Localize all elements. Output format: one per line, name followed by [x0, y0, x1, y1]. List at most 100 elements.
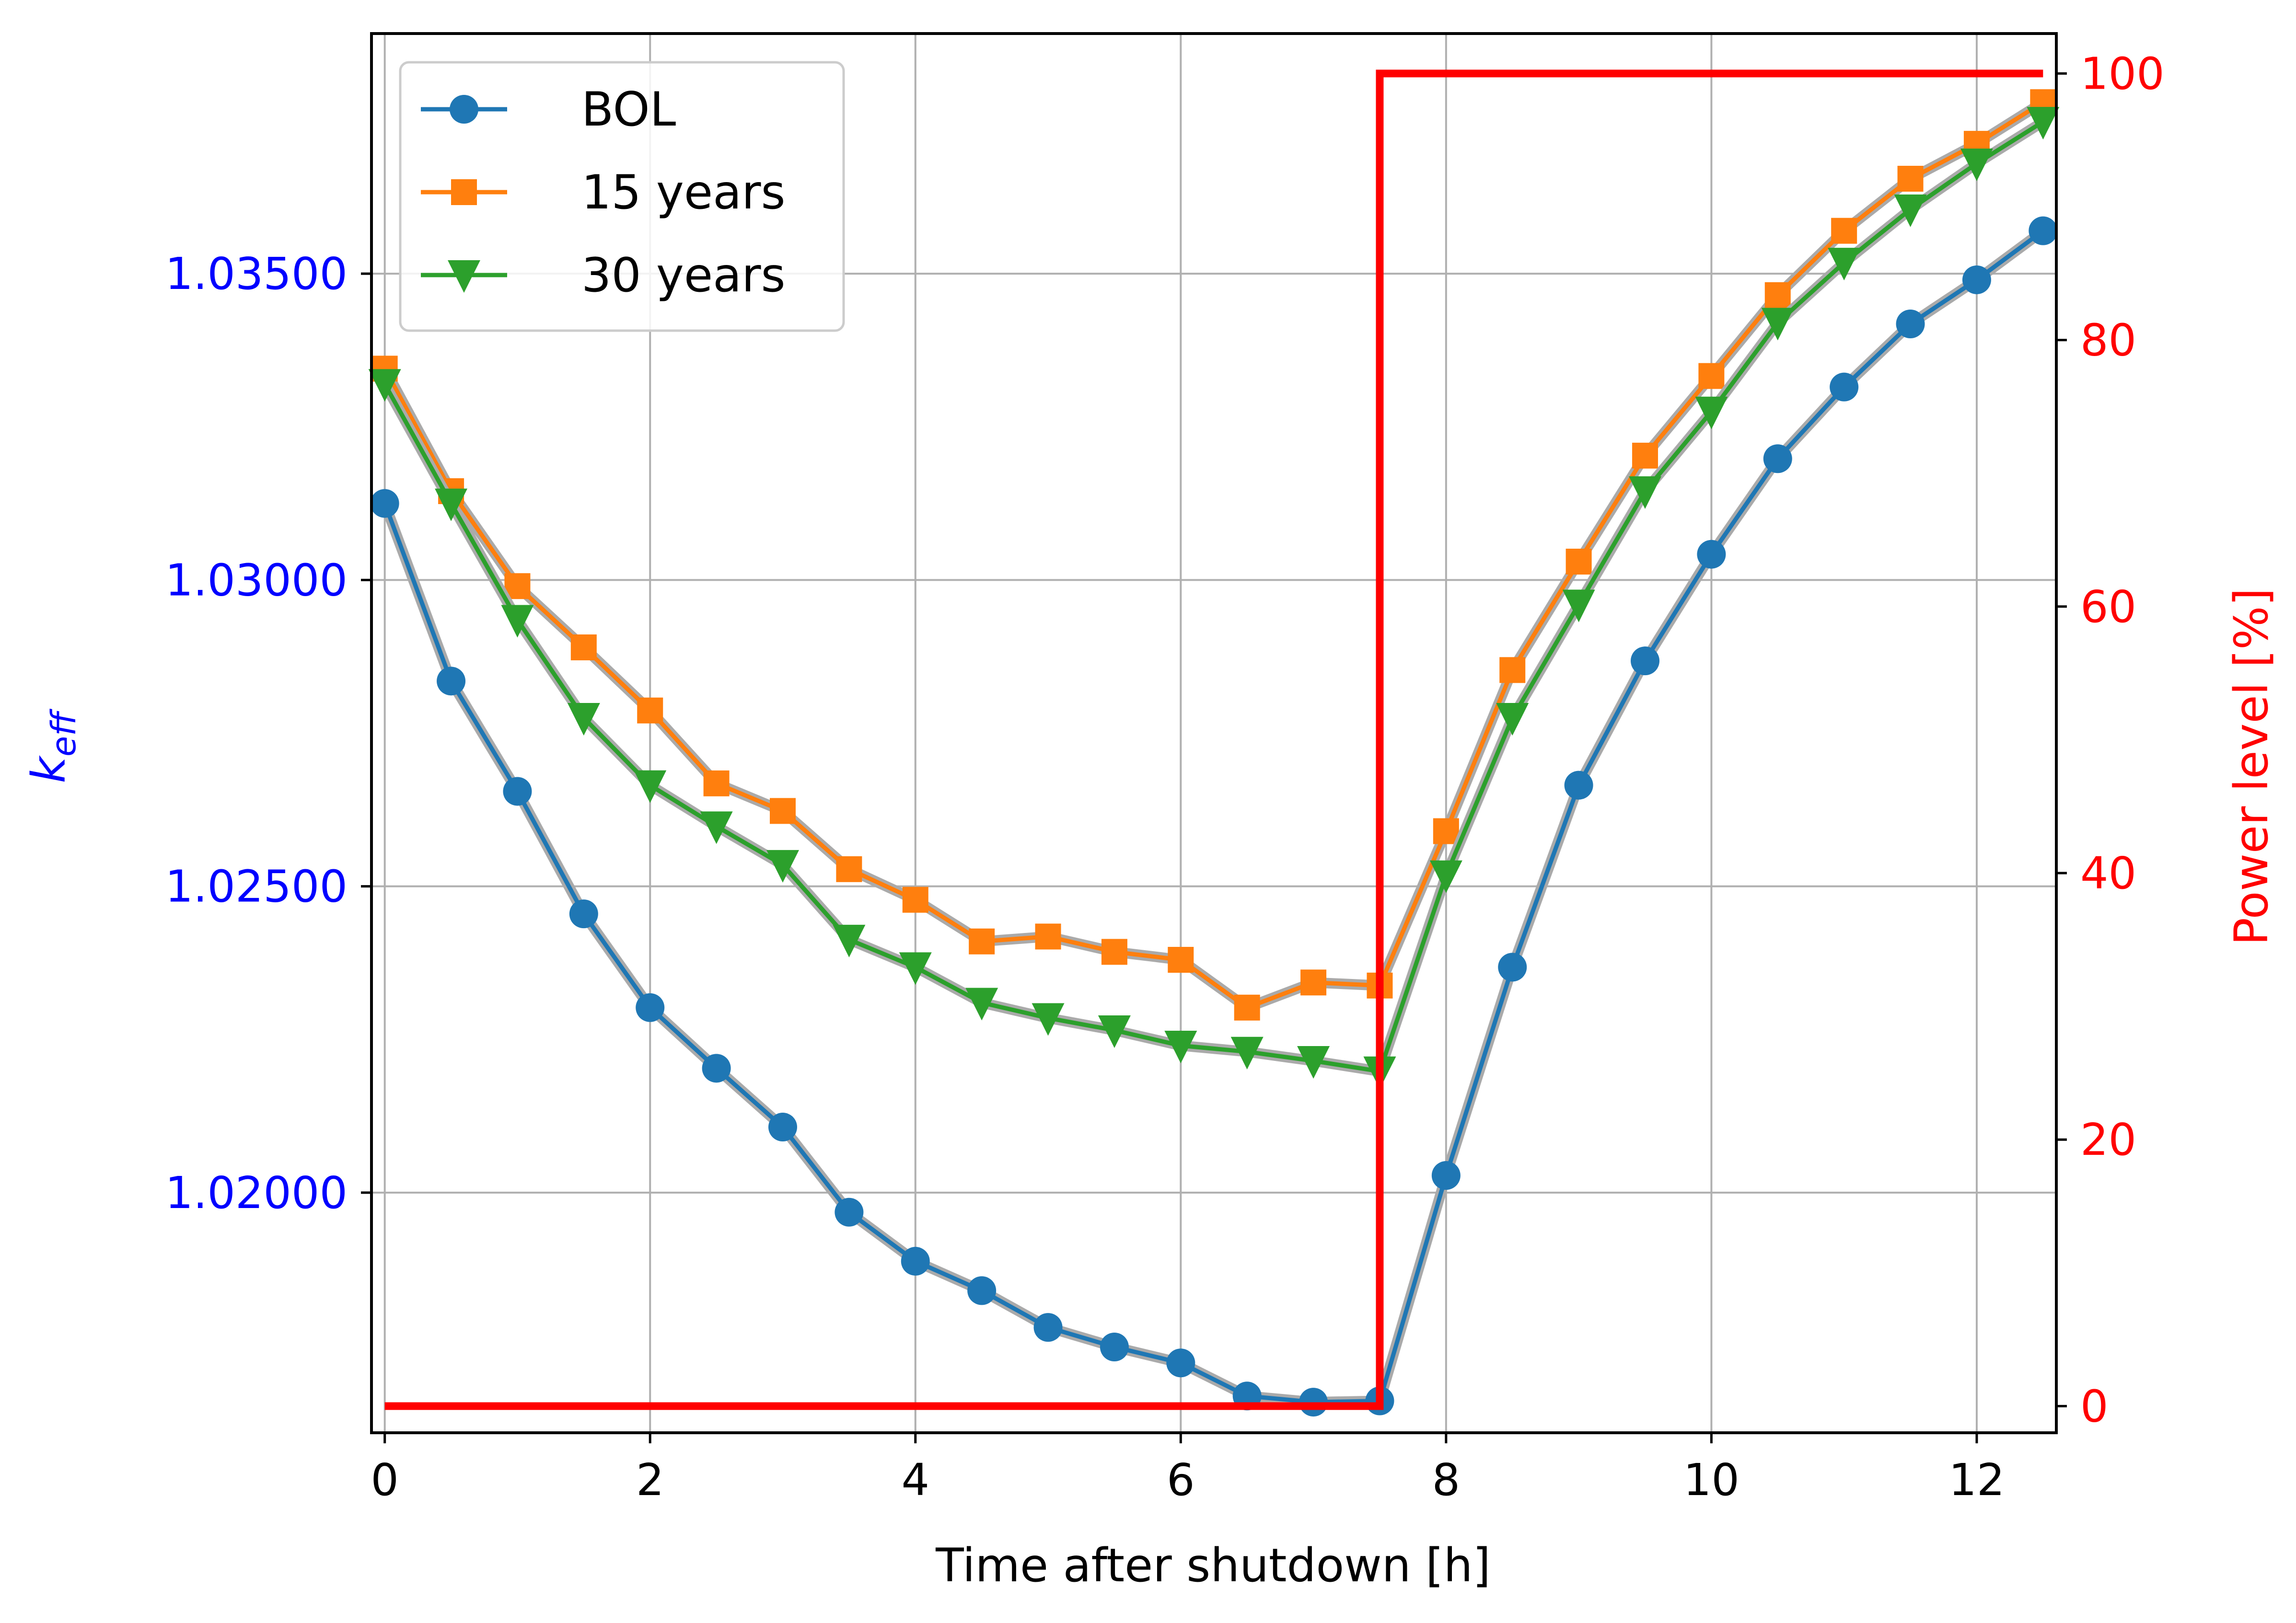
data-point-15-years — [570, 634, 597, 661]
data-point-15-years — [969, 928, 995, 955]
data-point-15-years — [1035, 923, 1061, 950]
legend: BOL 15 years 30 years — [399, 61, 845, 332]
y-right-tick-label: 20 — [2080, 1114, 2136, 1165]
data-point-bol — [1697, 540, 1726, 569]
series-30-years — [368, 107, 2060, 1089]
y-right-tick-label: 80 — [2080, 315, 2136, 366]
data-point-bol — [1498, 953, 1527, 982]
data-point-30-years — [1828, 248, 1861, 281]
data-point-bol — [1431, 1161, 1461, 1190]
x-tick-label: 0 — [371, 1454, 399, 1506]
data-point-30-years — [899, 952, 932, 985]
data-point-30-years — [1230, 1036, 1264, 1070]
data-point-30-years — [501, 605, 534, 638]
data-point-15-years — [1300, 969, 1327, 996]
data-point-bol — [1896, 309, 1925, 338]
legend-label: BOL — [581, 82, 676, 137]
data-point-30-years — [833, 924, 866, 957]
data-point-15-years — [1499, 657, 1526, 683]
x-tick-label: 12 — [1948, 1454, 2005, 1506]
data-point-bol — [702, 1054, 731, 1083]
series-line-30-years — [383, 120, 2044, 1074]
legend-box — [399, 61, 845, 332]
x-tick-label: 10 — [1683, 1454, 1739, 1506]
data-point-30-years — [700, 811, 733, 844]
plot-frame — [370, 32, 2058, 1434]
data-point-30-years — [1098, 1015, 1131, 1048]
legend-marker — [451, 179, 477, 205]
legend-entry-15-years: 15 years — [421, 165, 786, 220]
data-point-15-years — [1565, 549, 1592, 575]
data-point-bol — [1631, 646, 1660, 676]
power-level-line — [384, 69, 2043, 1410]
data-point-bol — [1033, 1313, 1063, 1342]
data-point-bol — [901, 1247, 930, 1276]
y-right-axis-label: Power level [%] — [2225, 588, 2278, 945]
data-point-15-years — [1897, 165, 1924, 192]
y-left-tick-label: 1.03000 — [165, 554, 348, 606]
data-point-15-years — [769, 798, 796, 824]
legend-marker — [448, 260, 480, 293]
x-tick-label: 8 — [1432, 1454, 1461, 1506]
data-point-bol — [370, 489, 399, 518]
data-point-15-years — [1632, 442, 1658, 469]
y-right-tick-label: 60 — [2080, 581, 2136, 633]
y-left-tick-label: 1.02000 — [165, 1167, 348, 1219]
data-point-30-years — [634, 770, 667, 803]
data-point-15-years — [1168, 947, 1194, 973]
data-point-30-years — [1297, 1046, 1330, 1079]
y-left-tick-label: 1.03500 — [165, 248, 348, 299]
y-left-axis-label: keff — [22, 708, 83, 783]
data-point-bol — [1299, 1388, 1328, 1417]
data-point-30-years — [1960, 149, 1993, 182]
series-layer — [368, 89, 2060, 1417]
data-point-bol — [503, 777, 532, 806]
y-right-tick-label: 100 — [2080, 48, 2165, 99]
x-tick-label: 2 — [636, 1454, 664, 1506]
y-right-tick-label: 0 — [2080, 1381, 2109, 1432]
data-point-30-years — [1894, 194, 1927, 227]
x-axis-label: Time after shutdown [h] — [935, 1539, 1491, 1592]
data-point-30-years — [1695, 396, 1728, 429]
data-point-15-years — [637, 697, 663, 724]
data-point-30-years — [1761, 308, 1794, 341]
data-point-30-years — [1496, 703, 1529, 736]
data-point-bol — [1564, 771, 1593, 800]
y-left-tick-label: 1.02500 — [165, 861, 348, 912]
legend-marker — [450, 95, 478, 124]
data-point-15-years — [1234, 994, 1260, 1021]
power-layer — [384, 69, 2043, 1410]
data-point-30-years — [1562, 589, 1595, 622]
data-point-15-years — [1764, 282, 1791, 308]
data-point-30-years — [1032, 1003, 1065, 1036]
data-point-30-years — [1429, 860, 1462, 893]
data-point-bol — [1962, 265, 1991, 294]
data-point-15-years — [836, 856, 862, 882]
data-point-bol — [768, 1113, 797, 1142]
data-point-bol — [1830, 372, 1859, 402]
data-point-bol — [636, 993, 665, 1022]
data-point-bol — [2029, 216, 2058, 245]
data-point-30-years — [965, 988, 998, 1021]
data-point-15-years — [1433, 818, 1459, 844]
data-point-30-years — [2027, 107, 2060, 140]
data-point-30-years — [567, 703, 600, 736]
legend-label: 30 years — [581, 248, 786, 303]
data-point-bol — [1100, 1333, 1129, 1362]
x-tick-label: 6 — [1167, 1454, 1195, 1506]
y-right-tick-label: 40 — [2080, 848, 2136, 899]
data-point-bol — [569, 899, 598, 929]
data-point-bol — [437, 667, 466, 696]
data-point-15-years — [902, 886, 928, 913]
data-point-15-years — [1101, 939, 1127, 965]
data-point-bol — [835, 1197, 864, 1227]
data-point-15-years — [1831, 218, 1857, 244]
axes-layer: 0 2 4 6 8 10 12 1.02000 1.02500 1.03000 1.03500 0 20… — [165, 48, 2165, 1506]
x-tick-label: 4 — [901, 1454, 929, 1506]
data-point-bol — [1763, 444, 1792, 473]
data-point-30-years — [1164, 1031, 1197, 1064]
series-line-bol — [383, 229, 2044, 1404]
series-bol — [370, 216, 2058, 1417]
data-point-bol — [1166, 1348, 1195, 1378]
